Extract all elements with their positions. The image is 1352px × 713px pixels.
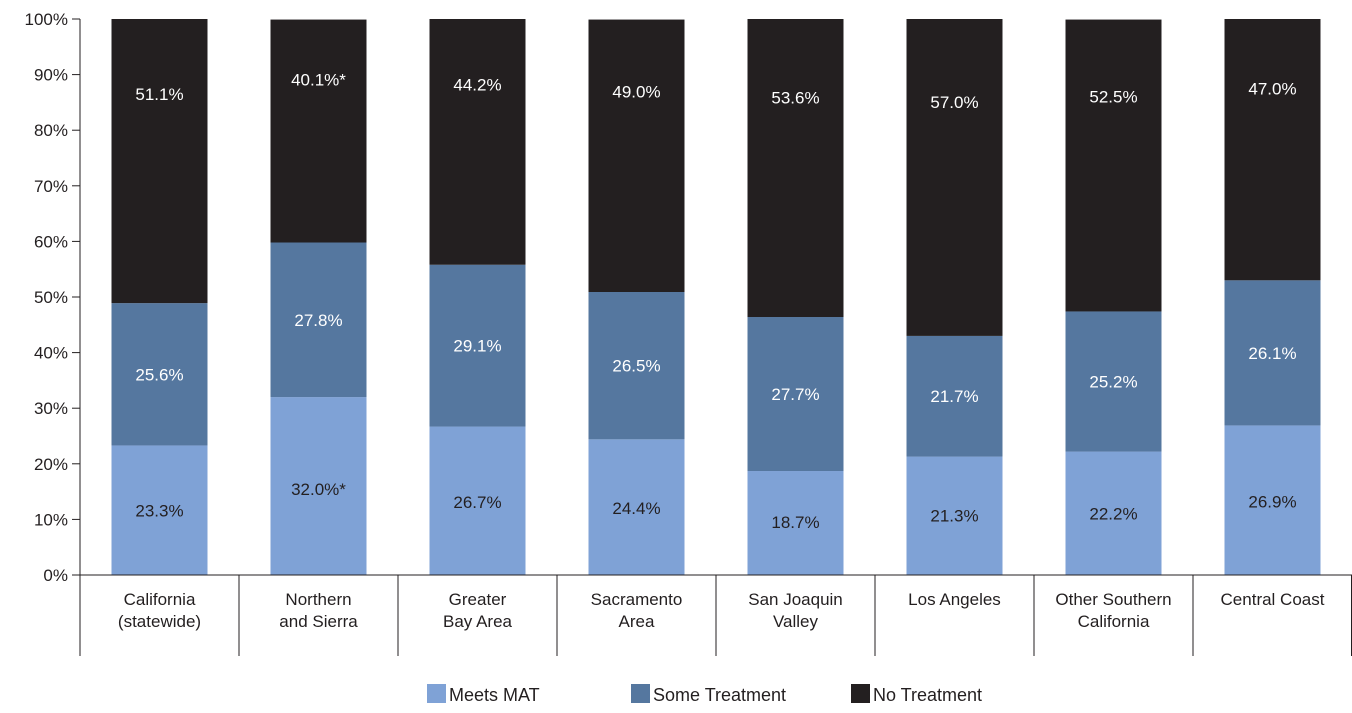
data-label: 21.7%	[930, 387, 978, 406]
data-label: 26.5%	[612, 357, 660, 376]
data-label: 26.9%	[1248, 493, 1296, 512]
y-tick-label: 70%	[34, 177, 68, 196]
bar-group: 26.7% 29.1% 44.2%	[429, 19, 526, 575]
x-axis: California (statewide) Northern and Sierra G…	[79, 574, 1352, 656]
y-tick-label: 100%	[25, 10, 68, 29]
bar-segment	[1065, 451, 1162, 575]
bar-segment	[270, 19, 367, 243]
data-label: 18.7%	[771, 513, 819, 532]
data-label: 26.7%	[453, 493, 501, 512]
bar-segment	[1065, 19, 1162, 312]
y-tick-label: 30%	[34, 399, 68, 418]
data-label: 53.6%	[771, 89, 819, 108]
data-label: 25.2%	[1089, 373, 1137, 392]
bar-segment	[429, 426, 526, 575]
y-tick-label: 60%	[34, 232, 68, 251]
y-tick-label: 0%	[43, 566, 68, 585]
category-label: Los Angeles	[908, 590, 1001, 609]
y-tick-label: 40%	[34, 344, 68, 363]
data-label: 26.1%	[1248, 344, 1296, 363]
y-tick-label: 20%	[34, 455, 68, 474]
legend-label: Meets MAT	[449, 685, 540, 705]
data-label: 32.0%*	[291, 480, 346, 499]
bar-segment	[429, 264, 526, 427]
legend-swatch	[631, 684, 650, 703]
category-label: Greater Bay Area	[443, 590, 513, 631]
legend-swatch	[851, 684, 870, 703]
bar-segment	[270, 397, 367, 575]
bar-segment	[747, 19, 844, 318]
bar-group: 24.4% 26.5% 49.0%	[588, 19, 685, 575]
legend-swatch	[427, 684, 446, 703]
bar-group: 32.0%* 27.8% 40.1%*	[270, 19, 367, 575]
category-label: California (statewide)	[118, 590, 201, 631]
data-label: 24.4%	[612, 499, 660, 518]
bar-segment	[429, 19, 526, 265]
data-label: 29.1%	[453, 337, 501, 356]
bar-group: 22.2% 25.2% 52.5%	[1065, 19, 1162, 575]
legend-label: No Treatment	[873, 685, 982, 705]
bar-group: 26.9% 26.1% 47.0%	[1224, 19, 1321, 575]
bar-segment	[1224, 425, 1321, 575]
y-tick-label: 80%	[34, 121, 68, 140]
bar-group: 21.3% 21.7% 57.0%	[906, 19, 1003, 575]
legend-item: Meets MAT	[427, 684, 540, 705]
bar-segment	[906, 335, 1003, 457]
category-label: Central Coast	[1221, 590, 1325, 609]
bars: 23.3% 25.6% 51.1% 32.0%* 27.8% 40.1%* 26.7% 29.…	[111, 19, 1321, 575]
data-label: 51.1%	[135, 85, 183, 104]
bar-segment	[111, 19, 208, 304]
bar-segment	[111, 445, 208, 575]
bar-segment	[270, 242, 367, 398]
data-label: 21.3%	[930, 507, 978, 526]
bar-segment	[1224, 280, 1321, 426]
data-label: 49.0%	[612, 83, 660, 102]
category-label: Sacramento Area	[591, 590, 683, 631]
y-tick-label: 50%	[34, 288, 68, 307]
data-label: 57.0%	[930, 93, 978, 112]
bar-segment	[588, 291, 685, 440]
data-label: 44.2%	[453, 75, 501, 94]
legend-item: No Treatment	[851, 684, 982, 705]
y-axis: 0% 10% 20% 30% 40% 50% 60% 70% 80% 90% 100%	[25, 10, 81, 585]
legend-item: Some Treatment	[631, 684, 786, 705]
category-label: San Joaquin Valley	[748, 590, 843, 631]
bar-segment	[1065, 311, 1162, 452]
bar-segment	[747, 317, 844, 472]
bar-segment	[1224, 19, 1321, 281]
bar-segment	[588, 439, 685, 575]
legend-label: Some Treatment	[653, 685, 786, 705]
data-label: 52.5%	[1089, 88, 1137, 107]
data-label: 47.0%	[1248, 79, 1296, 98]
bar-group: 23.3% 25.6% 51.1%	[111, 19, 208, 575]
bar-segment	[906, 19, 1003, 336]
data-label: 27.7%	[771, 385, 819, 404]
y-tick-label: 90%	[34, 66, 68, 85]
category-label: Other Southern California	[1055, 590, 1171, 631]
bar-segment	[906, 456, 1003, 575]
data-label: 23.3%	[135, 502, 183, 521]
bar-segment	[747, 471, 844, 575]
data-label: 25.6%	[135, 365, 183, 384]
legend: Meets MAT Some Treatment No Treatment	[427, 684, 982, 705]
data-label: 27.8%	[294, 311, 342, 330]
bar-group: 18.7% 27.7% 53.6%	[747, 19, 844, 575]
bar-segment	[588, 19, 685, 292]
bar-segment	[111, 303, 208, 446]
category-label: Northern and Sierra	[279, 590, 358, 631]
data-label: 22.2%	[1089, 504, 1137, 523]
y-tick-label: 10%	[34, 510, 68, 529]
data-label: 40.1%*	[291, 70, 346, 89]
